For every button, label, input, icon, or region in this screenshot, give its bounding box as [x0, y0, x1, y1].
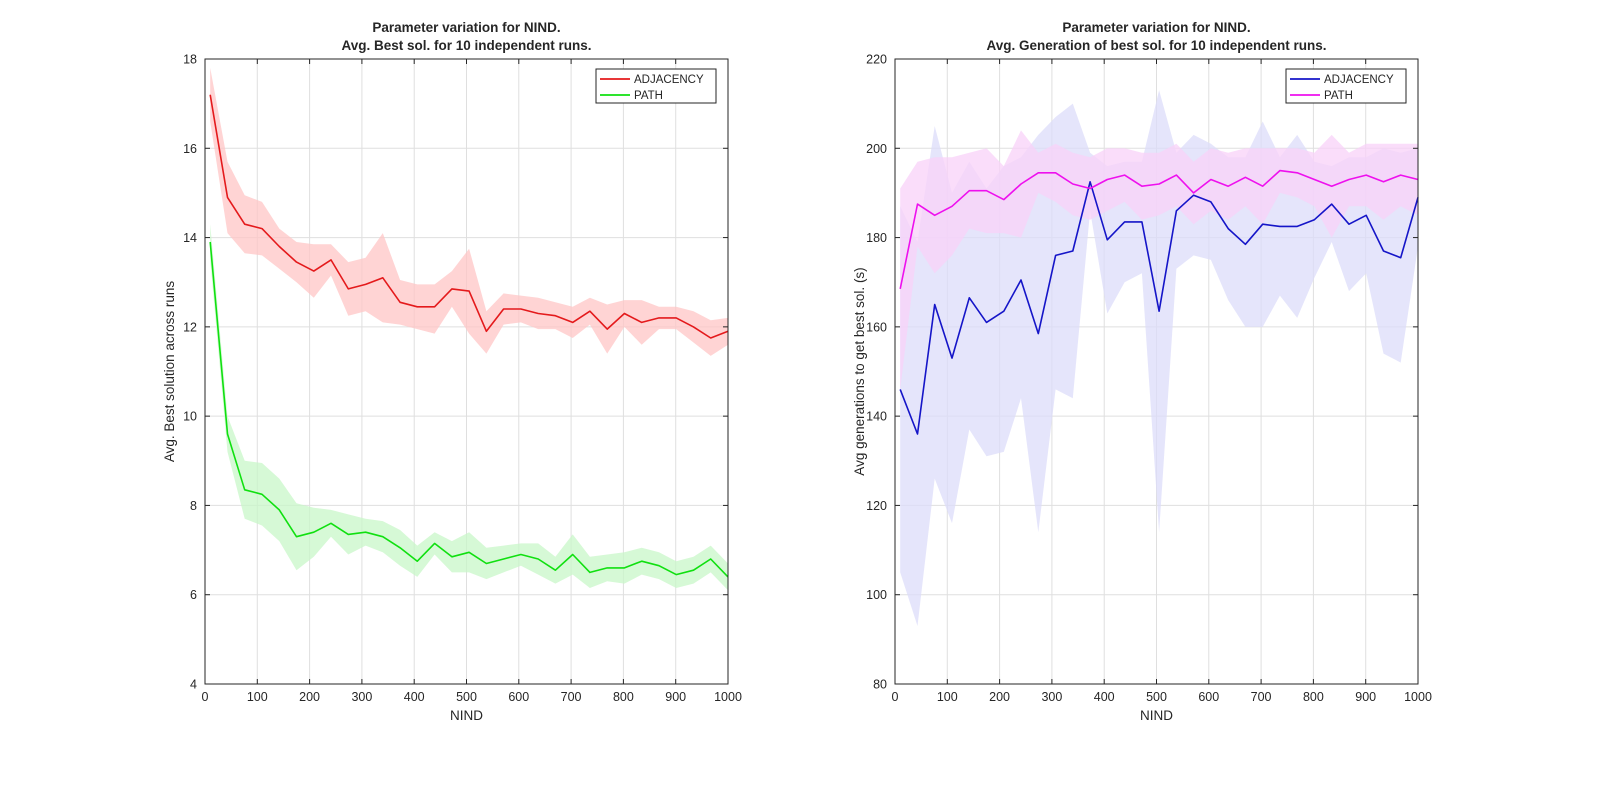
- series-line-adjacency: [899, 181, 1419, 435]
- x-tick-label: 700: [561, 690, 582, 704]
- x-tick-label: 600: [1198, 690, 1219, 704]
- y-tick-label: 12: [183, 320, 197, 334]
- y-tick-label: 220: [866, 53, 887, 67]
- x-tick-label: 800: [613, 690, 634, 704]
- legend-box: [1285, 68, 1407, 104]
- series-line-path: [899, 169, 1419, 290]
- x-tick-label: 0: [202, 690, 209, 704]
- y-tick-label: 18: [183, 53, 197, 67]
- legend-label-adjacency: ADJACENCY: [1324, 74, 1394, 86]
- x-tick-label: 100: [247, 690, 268, 704]
- y-tick-label: 10: [183, 410, 197, 424]
- y-tick-label: 180: [866, 231, 887, 245]
- series-band-adjacency: [210, 67, 728, 356]
- y-axis-label: Avg generations to get best sol. (s): [852, 267, 867, 475]
- chart-title-line2: Avg. Best sol. for 10 independent runs.: [341, 38, 591, 53]
- x-axis-label: NIND: [1140, 708, 1173, 723]
- x-axis-label: NIND: [450, 708, 483, 723]
- y-tick-label: 100: [866, 588, 887, 602]
- series-line-adjacency: [209, 94, 729, 339]
- legend-label-path: PATH: [1324, 90, 1353, 102]
- y-tick-label: 4: [190, 678, 197, 692]
- x-tick-label: 400: [404, 690, 425, 704]
- y-tick-label: 80: [873, 678, 887, 692]
- y-tick-label: 14: [183, 231, 197, 245]
- x-tick-label: 600: [508, 690, 529, 704]
- y-tick-label: 8: [190, 499, 197, 513]
- x-tick-label: 300: [351, 690, 372, 704]
- x-tick-label: 800: [1303, 690, 1324, 704]
- y-tick-label: 16: [183, 142, 197, 156]
- panel-avg-best-solution: 0 100 200 300 400 500 600 700 800 900 1000 4 6 8 10 12 1…: [162, 20, 742, 723]
- x-tick-label: 100: [937, 690, 958, 704]
- legend: ADJACENCY PATH: [595, 68, 717, 104]
- x-tick-label: 200: [299, 690, 320, 704]
- x-tick-label: 400: [1094, 690, 1115, 704]
- y-tick-label: 160: [866, 320, 887, 334]
- y-tick-label: 200: [866, 142, 887, 156]
- legend-label-path: PATH: [634, 90, 663, 102]
- panel-avg-generation: 0 100 200 300 400 500 600 700 800 900 1000 80 100 120…: [852, 20, 1432, 723]
- chart-title-line1: Parameter variation for NIND.: [1062, 20, 1250, 35]
- y-tick-label: 140: [866, 410, 887, 424]
- x-tick-label: 700: [1251, 690, 1272, 704]
- series-band-adjacency: [900, 90, 1418, 627]
- x-tick-label: 900: [1355, 690, 1376, 704]
- x-tick-label: 300: [1041, 690, 1062, 704]
- y-tick-label: 120: [866, 499, 887, 513]
- x-tick-label: 1000: [714, 690, 742, 704]
- chart-title-line1: Parameter variation for NIND.: [372, 20, 560, 35]
- x-tick-label: 500: [1146, 690, 1167, 704]
- x-tick-label: 500: [456, 690, 477, 704]
- y-axis-label: Avg. Best solution across runs: [162, 281, 177, 463]
- chart-title-line2: Avg. Generation of best sol. for 10 inde…: [986, 38, 1326, 53]
- legend-label-adjacency: ADJACENCY: [634, 74, 704, 86]
- series-line-path: [209, 241, 729, 578]
- x-tick-label: 900: [665, 690, 686, 704]
- y-tick-label: 6: [190, 588, 197, 602]
- legend-box: [595, 68, 717, 104]
- legend: ADJACENCY PATH: [1285, 68, 1407, 104]
- x-tick-label: 0: [892, 690, 899, 704]
- series-band-path: [900, 130, 1418, 390]
- x-tick-label: 200: [989, 690, 1010, 704]
- x-tick-label: 1000: [1404, 690, 1432, 704]
